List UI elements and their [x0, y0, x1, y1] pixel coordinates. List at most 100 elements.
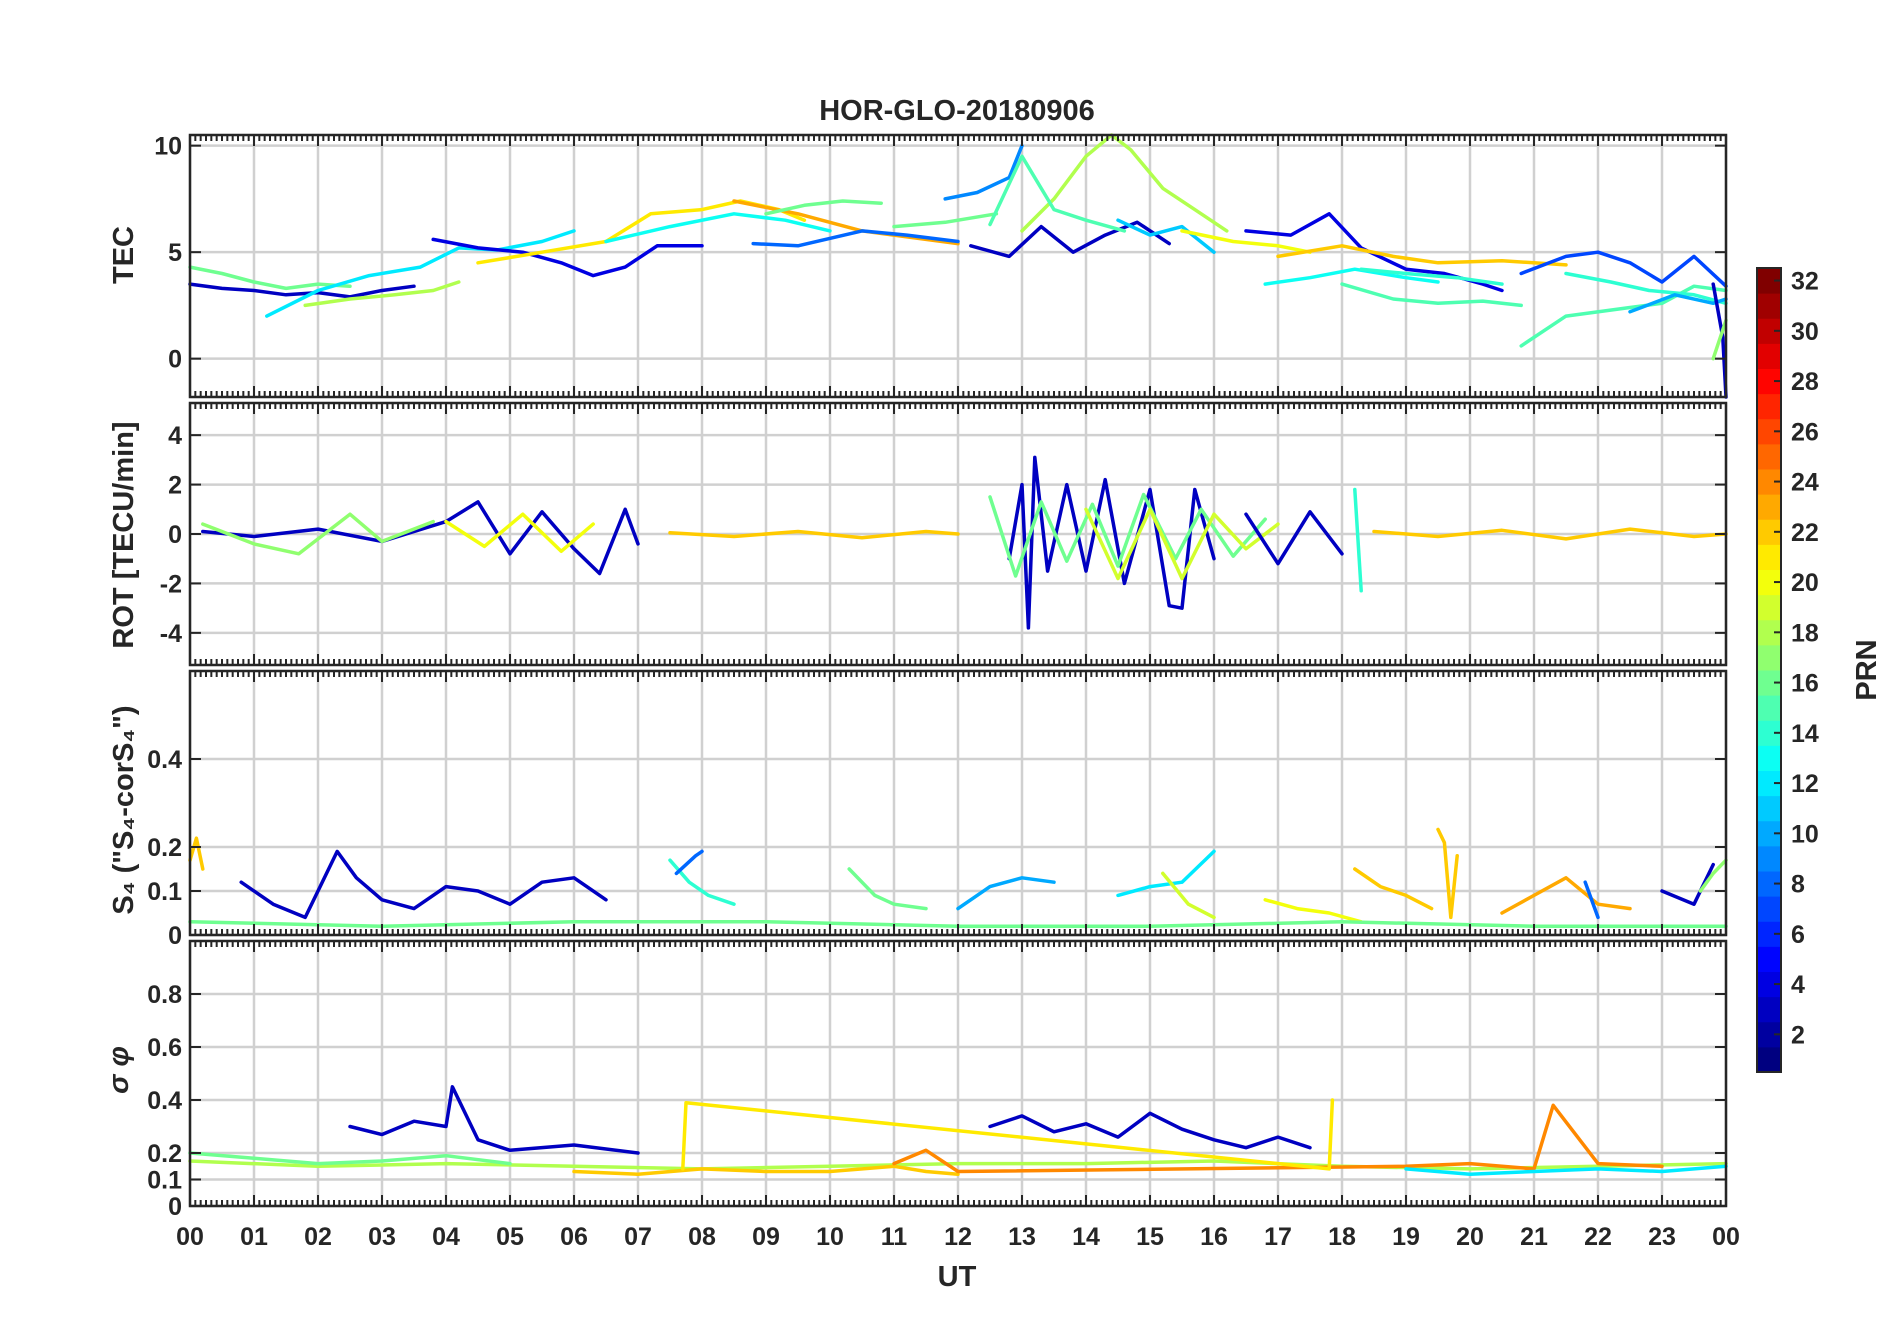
- series-prn-15: [988, 154, 1127, 233]
- x-tick-label: 05: [496, 1223, 524, 1251]
- y-tick-label: 0.4: [147, 1087, 182, 1115]
- x-tick-label: 13: [1008, 1223, 1036, 1251]
- y-tick-label: 0: [168, 346, 182, 374]
- y-tick-label: -4: [160, 620, 182, 648]
- series-prn-10: [956, 876, 1056, 911]
- x-tick-label: 00: [176, 1223, 204, 1251]
- x-tick-label: 08: [688, 1223, 716, 1251]
- colorbar-band: [1757, 293, 1781, 319]
- series-prn-10: [1628, 293, 1728, 314]
- colorbar-tick-label: 28: [1791, 368, 1819, 396]
- y-axis-label: TEC: [108, 226, 140, 284]
- series-prn-17: [1698, 858, 1728, 893]
- series-prn-8: [674, 849, 704, 876]
- x-tick-label: 22: [1584, 1223, 1612, 1251]
- series-prn-22: [1372, 527, 1728, 541]
- series-prn-12: [1404, 1164, 1728, 1176]
- colorbar-frame: [1756, 267, 1782, 1073]
- colorbar-label: PRN: [1851, 639, 1883, 700]
- colorbar-band: [1757, 494, 1781, 520]
- y-tick-label: 4: [168, 422, 182, 450]
- series-prn-18: [303, 280, 461, 308]
- series-prn-19: [1084, 507, 1280, 581]
- series-prn-22: [1436, 827, 1459, 920]
- x-tick-label: 23: [1648, 1223, 1676, 1251]
- series-prn-3: [201, 500, 640, 576]
- colorbar-tick-label: 6: [1791, 921, 1805, 949]
- colorbar-tick-label: 12: [1791, 770, 1819, 798]
- x-axis-label: UT: [938, 1261, 977, 1293]
- series-prn-18: [1020, 133, 1229, 233]
- y-tick-label: 0: [168, 922, 182, 950]
- series-prn-15: [1340, 282, 1523, 308]
- series-prn-12: [265, 229, 576, 318]
- chart-title: HOR-GLO-20180906: [819, 95, 1095, 127]
- y-tick-label: 0.8: [147, 981, 182, 1009]
- series-prn-19: [1161, 871, 1216, 920]
- series-prn-22: [572, 1164, 960, 1176]
- y-tick-label: 10: [154, 133, 182, 161]
- x-tick-label: 01: [240, 1223, 268, 1251]
- panel-s4: 0 0.1 0.2 0.4S₄ ("S₄-corS₄"): [108, 669, 1728, 950]
- colorbar-band: [1757, 1046, 1781, 1073]
- x-tick-label: 14: [1072, 1223, 1100, 1251]
- series-prn-21: [681, 1098, 1335, 1171]
- x-tick-label: 03: [368, 1223, 396, 1251]
- colorbar-band: [1757, 393, 1781, 420]
- panel-frame: [188, 939, 1728, 1208]
- colorbar-band: [1757, 594, 1781, 621]
- series-prn-3: [988, 1111, 1312, 1150]
- series-prn-18: [188, 1159, 1728, 1171]
- series-prn-20: [444, 512, 595, 554]
- panel-frame: [188, 133, 1728, 399]
- y-tick-label: 2: [168, 472, 182, 500]
- x-axis: 00 01 02 03 04 05 06 07 08 09 10 11 12 13 14 15 16 17 18 19…: [176, 1223, 1740, 1251]
- colorbar-tick-label: 18: [1791, 619, 1819, 647]
- x-tick-label: 11: [881, 1223, 908, 1251]
- colorbar-band: [1757, 644, 1781, 671]
- y-tick-label: 0.2: [147, 1140, 182, 1168]
- series-prn-22: [668, 529, 960, 540]
- x-tick-label: 02: [304, 1223, 332, 1251]
- y-axis-label: σ φ: [103, 1046, 135, 1094]
- x-tick-label: 10: [816, 1223, 844, 1251]
- panel-tec: 0 5 10 TEC: [108, 133, 1728, 399]
- x-tick-label: 12: [944, 1223, 972, 1251]
- series-prn-3: [1660, 862, 1715, 906]
- x-tick-label: 20: [1456, 1223, 1484, 1251]
- x-tick-label: 04: [432, 1223, 460, 1251]
- x-tick-label: 19: [1392, 1223, 1420, 1251]
- colorbar-tick-label: 16: [1791, 670, 1819, 698]
- series-prn-16: [764, 199, 883, 216]
- x-tick-label: 06: [560, 1223, 588, 1251]
- series-prn-12: [1116, 849, 1216, 898]
- y-tick-label: 0: [168, 1193, 182, 1221]
- series-prn-11: [1116, 218, 1216, 254]
- series-prn-24: [892, 1103, 1664, 1174]
- y-tick-label: 0.1: [147, 1167, 182, 1195]
- colorbar-tick-label: 20: [1791, 569, 1819, 597]
- colorbar-band: [1757, 443, 1781, 470]
- series-prn-3: [969, 220, 1171, 259]
- colorbar-tick-label: 24: [1791, 469, 1819, 497]
- x-tick-label: 16: [1200, 1223, 1228, 1251]
- panel-frame: [188, 401, 1728, 667]
- y-tick-label: 0.2: [147, 834, 182, 862]
- series-prn-22: [1353, 867, 1434, 911]
- colorbar-tick-label: 14: [1791, 720, 1819, 748]
- colorbar-band: [1757, 695, 1781, 721]
- colorbar-band: [1757, 745, 1781, 771]
- colorbar-band: [1757, 795, 1781, 822]
- colorbar-tick-label: 4: [1791, 971, 1805, 999]
- series-prn-4: [1244, 212, 1504, 293]
- y-axis-label: S₄ ("S₄-corS₄"): [108, 705, 140, 914]
- y-axis-label: ROT [TECU/min]: [108, 421, 140, 648]
- y-tick-label: 0.4: [147, 746, 182, 774]
- series-prn-23: [1500, 876, 1632, 915]
- panel-sigma_phi: 00.10.2 0.4 0.6 0.8 σ φ: [103, 939, 1728, 1221]
- series-prn-4: [431, 237, 704, 278]
- series-prn-14: [1359, 267, 1504, 286]
- x-tick-label: 07: [624, 1223, 652, 1251]
